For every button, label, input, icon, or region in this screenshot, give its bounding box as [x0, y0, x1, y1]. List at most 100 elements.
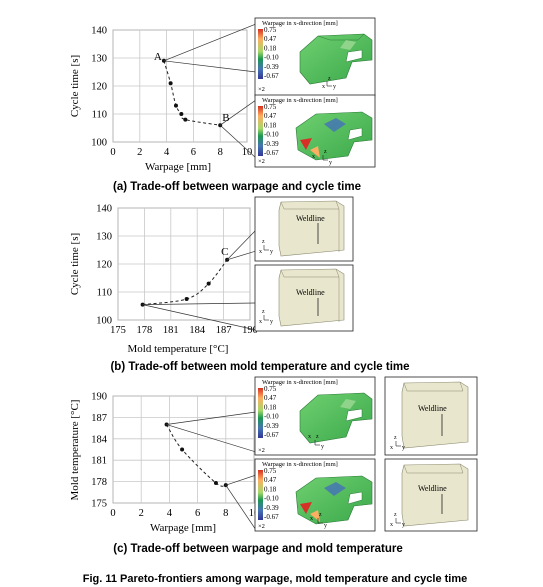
chart-b-xtick-label: 187 — [216, 325, 232, 336]
inset-b-top-triad: x y z — [259, 239, 273, 255]
colorbar-scale-label: 0.75 — [264, 467, 277, 475]
chart-b-annotations: C — [221, 246, 228, 258]
chart-a-xtick-label: 8 — [218, 147, 223, 158]
inset-c-bottom-weldline-label: Weldline — [418, 484, 447, 493]
chart-a-xtick-label: 6 — [191, 147, 196, 158]
inset-c-bottom-weldline-axis-x: x — [390, 522, 393, 528]
inset-a-top-axis-x: x — [322, 84, 325, 90]
chart-b-leader-line — [227, 250, 257, 261]
chart-b-data-point — [184, 297, 189, 301]
inset-a-bottom-axis-x: x — [312, 154, 315, 160]
inset-a-top-axis-z: z — [328, 76, 331, 82]
chart-c-ytick-label: 184 — [91, 434, 108, 445]
chart-c-grid — [113, 396, 254, 503]
chart-c-leader-lines — [166, 411, 257, 531]
inset-c-bottom-warpage-title: Warpage in x-direction [mm] — [262, 461, 338, 468]
inset-c-bottom-scale-factor: ×2 — [258, 523, 265, 530]
inset-c-bottom-warpage: Warpage in x-direction [mm] 0.750.470.18… — [254, 458, 376, 532]
chart-c-ytick-label: 175 — [91, 499, 107, 510]
chart-b-data-point — [206, 281, 211, 286]
chart-b-xtick-label: 178 — [137, 325, 153, 336]
chart-b-xtick-label: 184 — [189, 325, 206, 336]
inset-a-bottom-axis-z: z — [324, 149, 327, 155]
chart-b-ytick-label: 140 — [96, 204, 112, 215]
chart-b-xtick-label: 190 — [242, 325, 258, 336]
chart-c-xlabel: Warpage [mm] — [150, 522, 216, 534]
chart-c-data-point — [213, 481, 218, 486]
chart-b-grid — [118, 208, 250, 320]
colorbar-scale-label: 0.18 — [264, 44, 277, 52]
panel-a-caption: (a) Trade-off between warpage and cycle … — [113, 181, 361, 193]
chart-a-ytick-label: 140 — [91, 26, 107, 37]
inset-c-top-part — [299, 392, 373, 444]
inset-c-bottom-axis-x: x — [310, 516, 313, 522]
chart-c-frontier-curve — [166, 424, 226, 487]
inset-a-top-title: Warpage in x-direction [mm] — [262, 20, 338, 27]
inset-b-top-axis-z: z — [262, 239, 265, 245]
chart-a-ylabel: Cycle time [s] — [69, 55, 81, 117]
inset-c-top-warpage: Warpage in x-direction [mm] 0.750.470.18… — [254, 376, 376, 456]
inset-c-top-weldline-axis-y: y — [402, 445, 405, 451]
inset-a-top-scale-labels: 0.750.470.18 -0.10-0.39-0.67 — [264, 26, 279, 80]
chart-a-data-point — [168, 81, 173, 86]
chart-a-ytick-label: 110 — [92, 110, 107, 121]
inset-b-top-axis-x: x — [259, 249, 262, 255]
chart-a-ytick-label: 100 — [91, 138, 107, 149]
inset-b-bottom-axis-y: y — [270, 319, 273, 325]
inset-a-bottom-colorbar — [258, 106, 263, 156]
inset-a-bottom-axis-y: y — [329, 160, 332, 166]
chart-a-leader-line — [163, 23, 257, 62]
chart-c-leader-line — [166, 411, 257, 425]
chart-b-xtick-label: 175 — [110, 325, 126, 336]
chart-a-xlabel: Warpage [mm] — [145, 161, 211, 173]
colorbar-scale-label: 0.18 — [264, 121, 277, 129]
inset-b-bottom: Weldline x y z — [254, 264, 354, 332]
chart-a-data-point — [179, 112, 184, 116]
inset-c-top-warpage-title: Warpage in x-direction [mm] — [262, 379, 338, 386]
inset-c-top-scale-labels: 0.750.470.18 -0.10-0.39-0.67 — [264, 385, 279, 439]
figure-caption: Fig. 11 Pareto-frontiers among warpage, … — [83, 573, 468, 585]
inset-c-top-triad: x y z — [308, 434, 324, 450]
chart-c-ytick-label: 187 — [91, 413, 107, 424]
inset-c-bottom-colorbar — [258, 470, 263, 520]
inset-c-top-axis-y: y — [321, 444, 324, 450]
inset-b-top: Weldline x y z — [254, 196, 354, 262]
chart-b-xlabel: Mold temperature [°C] — [128, 343, 229, 355]
colorbar-scale-label: 0.75 — [264, 385, 277, 393]
chart-c-xtick-label: 4 — [167, 508, 173, 519]
chart-b-ytick-label: 120 — [96, 260, 112, 271]
chart-a-xtick-label: 0 — [110, 147, 115, 158]
chart-a-leader-line — [219, 99, 257, 126]
chart-b-frontier-curve — [142, 259, 228, 306]
colorbar-scale-label: -0.67 — [264, 72, 279, 80]
chart-a-xtick-label: 2 — [137, 147, 142, 158]
chart-a-points — [161, 58, 223, 128]
chart-c-xtick-label: 10 — [249, 508, 260, 519]
chart-a-xtick-label: 10 — [242, 147, 253, 158]
chart-a-data-point — [183, 117, 188, 122]
chart-a-xtick-label: 4 — [164, 147, 170, 158]
inset-c-top-scale-factor: ×2 — [258, 447, 265, 454]
chart-b-ytick-label: 130 — [96, 232, 112, 243]
inset-a-bottom-title: Warpage in x-direction [mm] — [262, 97, 338, 104]
chart-a-leader-line — [163, 60, 257, 73]
chart-b-leader-line — [142, 302, 257, 305]
inset-c-top-weldline: Weldline x y z — [384, 376, 478, 456]
colorbar-scale-label: -0.67 — [264, 149, 279, 157]
chart-c-ticks: 0 2 4 6 8 10 175 178 181 184 187 190 — [91, 392, 259, 520]
inset-c-bottom-scale-labels: 0.750.470.18 -0.10-0.39-0.67 — [264, 467, 279, 521]
chart-b-leader-line — [142, 304, 257, 331]
inset-a-bottom-scale-factor: ×2 — [258, 158, 265, 165]
chart-b-ticks: 175 178 181 184 187 190 100 110 120 130 140 — [96, 204, 258, 337]
inset-c-bottom-part — [295, 475, 373, 525]
inset-a-top-scale-factor: ×2 — [258, 86, 265, 93]
chart-c-ylabel: Mold temperature [°C] — [69, 400, 81, 501]
chart-b-annotation-c: C — [221, 246, 228, 258]
chart-c-xtick-label: 0 — [110, 508, 115, 519]
chart-a-ticks: 0 2 4 6 8 10 100 110 120 130 140 — [91, 26, 252, 159]
inset-c-bottom-triad: x y z — [310, 512, 327, 529]
colorbar-scale-label: -0.39 — [264, 63, 279, 71]
inset-c-bottom-weldline-axis-z: z — [394, 512, 397, 518]
